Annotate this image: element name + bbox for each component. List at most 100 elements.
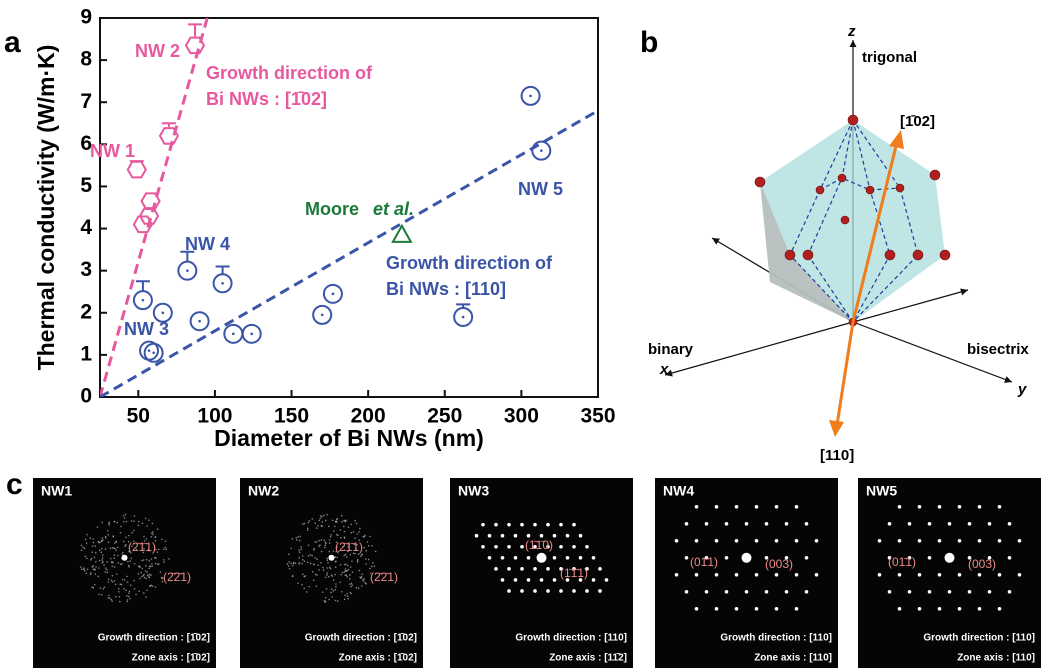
- noise: [138, 573, 140, 575]
- noise: [133, 530, 135, 532]
- spot-label: (2̄1̄1): [335, 540, 363, 554]
- noise: [288, 561, 290, 563]
- noise: [347, 598, 349, 600]
- noise: [334, 589, 336, 591]
- noise: [323, 569, 325, 571]
- noise: [359, 528, 361, 530]
- noise: [335, 600, 337, 602]
- spot: [765, 522, 769, 526]
- spot: [715, 539, 719, 543]
- spot: [488, 556, 492, 560]
- noise: [345, 568, 347, 570]
- noise: [102, 557, 104, 559]
- noise: [126, 601, 128, 603]
- noise: [115, 584, 117, 586]
- noise: [129, 560, 131, 562]
- noise: [337, 600, 339, 602]
- data-point-center: [529, 95, 532, 98]
- noise: [344, 574, 346, 576]
- noise: [288, 553, 290, 555]
- spot: [725, 522, 729, 526]
- noise: [81, 544, 83, 546]
- noise: [349, 578, 351, 580]
- spot: [501, 534, 505, 538]
- noise: [110, 558, 112, 560]
- spot-label: (003): [765, 557, 793, 571]
- noise: [127, 581, 129, 583]
- noise: [329, 542, 331, 544]
- spot: [494, 523, 498, 527]
- spot: [908, 590, 912, 594]
- spot: [988, 590, 992, 594]
- spot: [507, 523, 511, 527]
- noise: [101, 540, 103, 542]
- data-point: [160, 128, 178, 144]
- noise: [120, 526, 122, 528]
- spot: [878, 573, 882, 577]
- noise: [302, 574, 304, 576]
- noise: [371, 566, 373, 568]
- noise: [325, 545, 327, 547]
- noise: [321, 551, 323, 553]
- noise: [318, 540, 320, 542]
- noise: [347, 595, 349, 597]
- noise: [353, 531, 355, 533]
- noise: [165, 549, 167, 551]
- noise: [135, 594, 137, 596]
- noise: [335, 560, 337, 562]
- annotation: NW 1: [90, 141, 135, 161]
- y-axis-label: Thermal conductivity (W/m·K): [33, 45, 59, 371]
- noise: [144, 577, 146, 579]
- noise: [341, 591, 343, 593]
- noise: [119, 583, 121, 585]
- noise: [123, 588, 125, 590]
- noise: [314, 522, 316, 524]
- noise: [299, 540, 301, 542]
- spot: [1008, 522, 1012, 526]
- spot: [898, 573, 902, 577]
- spot: [968, 522, 972, 526]
- noise: [308, 520, 310, 522]
- noise: [95, 573, 97, 575]
- spot: [695, 505, 699, 509]
- spot: [501, 556, 505, 560]
- spot: [537, 553, 547, 563]
- noise: [141, 560, 143, 562]
- noise: [94, 557, 96, 559]
- noise: [146, 571, 148, 573]
- noise: [343, 555, 345, 557]
- noise: [346, 576, 348, 578]
- y-tick-label: 0: [80, 385, 92, 408]
- noise: [106, 569, 108, 571]
- noise: [364, 536, 366, 538]
- noise: [301, 563, 303, 565]
- spot: [494, 567, 498, 571]
- noise: [295, 537, 297, 539]
- noise: [108, 524, 110, 526]
- zone-axis: Zone axis : [1̄02]: [339, 653, 417, 664]
- noise: [335, 521, 337, 523]
- noise: [373, 565, 375, 567]
- noise: [99, 560, 101, 562]
- annotation: Bi NWs : [1̄02]: [206, 89, 327, 109]
- noise: [146, 559, 148, 561]
- noise: [148, 577, 150, 579]
- noise: [92, 538, 94, 540]
- x-tick-label: 300: [504, 405, 539, 428]
- noise: [102, 539, 104, 541]
- y-tick-label: 4: [80, 216, 92, 239]
- noise: [148, 519, 150, 521]
- noise: [351, 584, 353, 586]
- noise: [112, 547, 114, 549]
- noise: [369, 536, 371, 538]
- noise: [293, 562, 295, 564]
- noise: [146, 590, 148, 592]
- spot: [527, 534, 531, 538]
- spot: [685, 556, 689, 560]
- spot: [775, 573, 779, 577]
- spot: [735, 573, 739, 577]
- noise: [368, 559, 370, 561]
- noise: [322, 567, 324, 569]
- spot: [705, 590, 709, 594]
- noise: [308, 544, 310, 546]
